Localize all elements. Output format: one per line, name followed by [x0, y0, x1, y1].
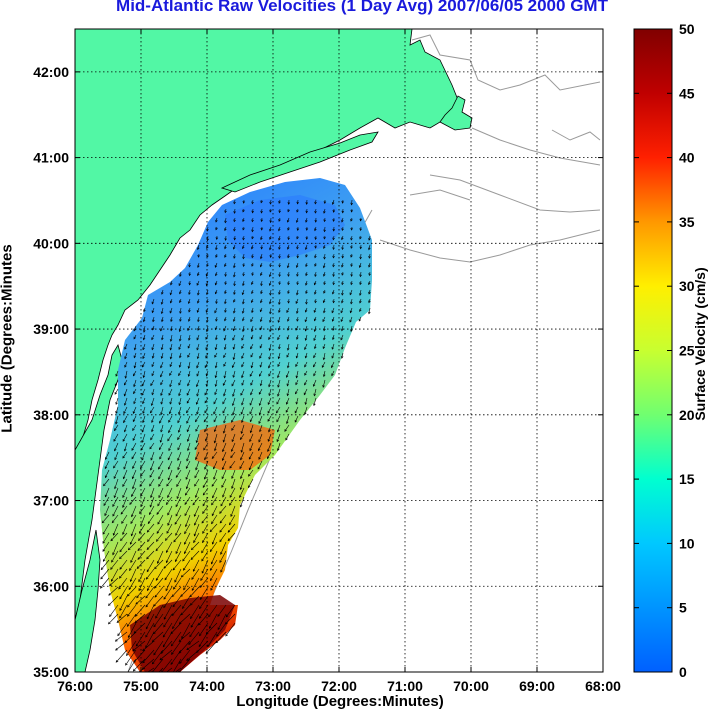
land-cape-cod	[439, 95, 473, 131]
y-tick-label: 42:00	[33, 64, 69, 80]
x-tick-label: 75:00	[123, 678, 159, 694]
x-axis-label: Longitude (Degrees:Minutes)	[236, 693, 444, 710]
y-tick-label: 39:00	[33, 321, 69, 337]
colorbar-tick-label: 25	[679, 343, 695, 359]
y-tick-label: 37:00	[33, 493, 69, 509]
x-tick-label: 71:00	[387, 678, 423, 694]
y-tick-label: 41:00	[33, 150, 69, 166]
x-tick-label: 69:00	[519, 678, 555, 694]
map-title: Mid-Atlantic Raw Velocities (1 Day Avg) …	[116, 0, 608, 15]
y-tick-label: 38:00	[33, 407, 69, 423]
y-axis-ticks: 42:00 41:00 40:00 39:00 38:00 37:00 36:00 35:00	[33, 64, 603, 680]
x-tick-label: 73:00	[255, 678, 291, 694]
colorbar-tick-label: 10	[679, 535, 695, 551]
colorbar-tick-label: 20	[679, 407, 695, 423]
colorbar-tick-label: 15	[679, 471, 695, 487]
x-tick-label: 70:00	[453, 678, 489, 694]
y-tick-label: 40:00	[33, 235, 69, 251]
x-tick-label: 68:00	[585, 678, 621, 694]
velocity-core-high	[130, 595, 235, 672]
land-long-island	[220, 131, 379, 193]
colorbar	[633, 28, 673, 673]
colorbar-tick-label: 5	[679, 600, 687, 616]
y-tick-label: 36:00	[33, 578, 69, 594]
x-tick-label: 76:00	[57, 678, 93, 694]
colorbar-tick-label: 40	[679, 150, 695, 166]
colorbar-tick-label: 50	[679, 21, 695, 37]
x-tick-label: 72:00	[321, 678, 357, 694]
colorbar-tick-label: 30	[679, 278, 695, 294]
colorbar-tick-label: 35	[679, 214, 695, 230]
x-tick-label: 74:00	[189, 678, 225, 694]
colorbar-tick-label: 45	[679, 85, 695, 101]
x-axis-ticks: 76:00 75:00 74:00 73:00 72:00 71:00 70:00 69:00…	[57, 29, 621, 694]
grid-lines	[75, 29, 603, 672]
velocity-band-orange	[195, 420, 275, 470]
y-tick-label: 35:00	[33, 664, 69, 680]
colorbar-tick-label: 0	[679, 664, 687, 680]
land-chesapeake-shore	[75, 529, 101, 672]
